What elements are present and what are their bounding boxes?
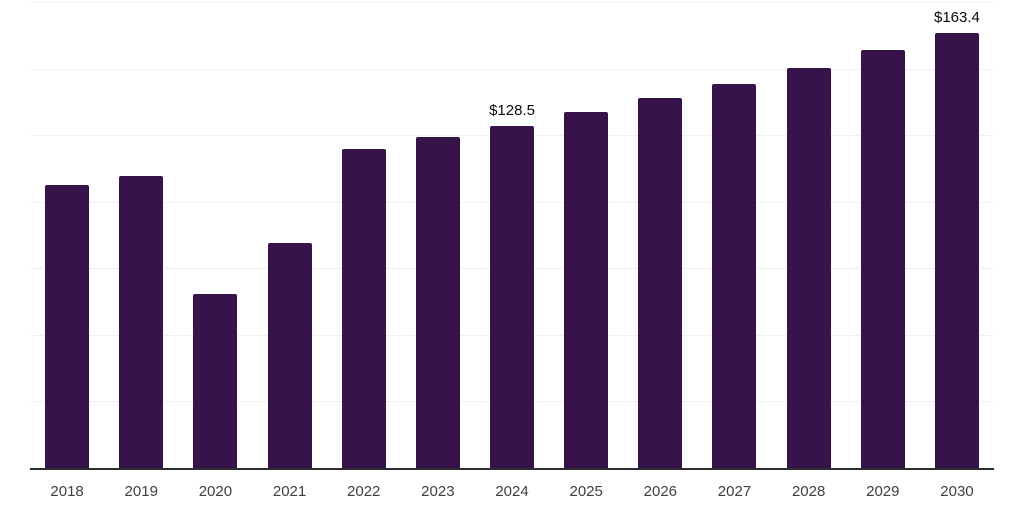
bar-2027: [712, 84, 757, 468]
data-label-2030: $163.4: [934, 8, 980, 26]
x-tick-2025: 2025: [569, 483, 603, 500]
x-tick-2019: 2019: [124, 483, 158, 500]
bar-slot-2022: [327, 2, 401, 468]
bar-slot-2030: $163.4: [920, 2, 994, 468]
bar-slot-2023: [401, 2, 475, 468]
x-tick-2020: 2020: [198, 483, 233, 500]
bar-slot-2029: [846, 2, 920, 468]
x-tick-2027: 2027: [717, 483, 752, 500]
bar-2020: [193, 294, 238, 468]
x-tick-2022: 2022: [347, 483, 381, 500]
x-axis-labels: 2018 2019 2020 2021 2022 2023 2024 2025 2026 2027…: [30, 483, 994, 501]
gridline-150: [30, 68, 994, 70]
bar-2023: [415, 137, 460, 468]
bar-slot-2020: [178, 2, 252, 468]
x-tick-2021: 2021: [272, 483, 307, 500]
plot-area: $128.5 $163.4: [30, 2, 994, 470]
bars-container: $128.5 $163.4: [30, 2, 994, 468]
bar-2021: [267, 243, 312, 468]
x-tick-2024: 2024: [495, 483, 529, 500]
bar-2029: [860, 49, 905, 468]
bar-slot-2027: [697, 2, 771, 468]
bar-2025: [564, 111, 609, 468]
x-tick-2018: 2018: [50, 483, 84, 500]
bar-slot-2019: [104, 2, 178, 468]
x-tick-2030: 2030: [940, 483, 974, 500]
bar-slot-2025: [549, 2, 623, 468]
bar-slot-2021: [252, 2, 326, 468]
bar-slot-2024: $128.5: [475, 2, 549, 468]
bar-slot-2026: [623, 2, 697, 468]
x-tick-2023: 2023: [421, 483, 455, 500]
gridline-175: [30, 2, 994, 3]
bar-2026: [638, 98, 683, 468]
data-label-2024: $128.5: [489, 101, 535, 119]
bar-2024: [490, 125, 535, 468]
bar-2018: [45, 185, 90, 468]
bar-2022: [341, 148, 386, 468]
x-tick-2029: 2029: [866, 483, 900, 500]
bar-2019: [119, 176, 164, 468]
bar-2030: [934, 32, 979, 468]
x-tick-2026: 2026: [643, 483, 678, 500]
x-tick-2028: 2028: [791, 483, 826, 500]
bar-slot-2028: [772, 2, 846, 468]
bar-2028: [786, 68, 831, 468]
bar-slot-2018: [30, 2, 104, 468]
